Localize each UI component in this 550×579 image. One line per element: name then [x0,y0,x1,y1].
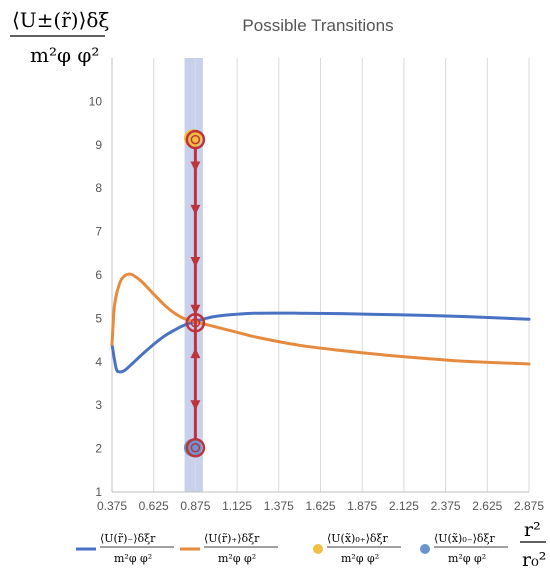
legend-item: ⟨U(x̃)₀₊⟩δξr m²φ φ² [313,532,401,565]
highlight-band [184,58,203,492]
y-axis-label-numerator: ⟨U±(r̃)⟩δξ [12,8,109,32]
x-tick-labels: 0.375 0.625 0.875 1.125 1.375 1.625 1.875 2.125… [97,499,544,513]
x-tick-label: 0.625 [139,499,169,513]
legend-label-denominator: m²φ φ² [341,552,379,565]
y-tick-label: 2 [95,442,102,456]
x-tick-label: 0.375 [97,499,127,513]
y-tick-label: 10 [89,94,103,108]
axes [111,58,529,493]
y-tick-label: 4 [95,355,102,369]
y-tick-label: 6 [95,268,102,282]
legend-label-numerator: ⟨U(x̃)₀₊⟩δξr [327,532,389,545]
x-tick-label: 2.875 [514,499,544,513]
x-axis-label-denominator: r₀² [522,549,546,571]
x-tick-label: 1.375 [264,499,294,513]
transition-path [190,139,201,448]
legend-label-denominator: m²φ φ² [218,552,256,565]
x-tick-label: 2.625 [472,499,502,513]
legend-label-numerator: ⟨U(r̃)₋⟩δξr [100,532,156,545]
transition-circle-inner [190,134,201,145]
transition-circle [185,312,206,333]
legend-swatch [420,544,430,554]
x-axis-label: r² r₀² [520,519,546,571]
grid-lines [153,58,530,492]
chart-title: Possible Transitions [242,16,393,35]
legend-item: ⟨U(r̃)₋⟩δξr m²φ φ² [76,532,174,565]
legend-label-denominator: m²φ φ² [114,552,152,565]
x-tick-label: 2.125 [389,499,419,513]
y-tick-label: 8 [95,181,102,195]
legend-label-numerator: ⟨U(x̃)₀₋⟩δξr [434,532,496,545]
y-tick-labels: 1 2 3 4 5 6 7 8 9 10 [89,94,103,499]
series-lines [110,272,531,374]
transition-circle [185,129,206,150]
y-axis-label: ⟨U±(r̃)⟩δξ m²φ φ² [10,8,109,67]
x-tick-label: 1.125 [222,499,252,513]
legend-item: ⟨U(r̃)₊⟩δξr m²φ φ² [180,532,278,565]
legend-item: ⟨U(x̃)₀₋⟩δξr m²φ φ² [420,532,508,565]
y-tick-label: 7 [95,225,102,239]
x-tick-label: 0.875 [180,499,210,513]
transition-arrow-down [190,400,201,411]
y-tick-label: 3 [95,398,102,412]
legend-label-numerator: ⟨U(r̃)₊⟩δξr [204,532,260,545]
transition-arrow-up [190,348,201,359]
series-line-plus [110,272,531,366]
transition-arrow-down [190,256,201,267]
y-tick-label: 1 [95,485,102,499]
y-axis-label-denominator: m²φ φ² [30,43,99,67]
y-tick-label: 5 [95,311,102,325]
y-tick-label: 9 [95,138,102,152]
transition-circle [185,437,206,458]
legend-label-denominator: m²φ φ² [448,552,486,565]
transition-arrow-down [190,304,201,315]
x-tick-label: 1.875 [347,499,377,513]
transition-arrow-down [190,161,201,172]
data-points [183,129,206,458]
x-axis-label-numerator: r² [524,519,541,541]
x-tick-label: 2.375 [431,499,461,513]
transition-arrow-down [190,204,201,215]
transition-circle-inner [190,442,201,453]
transition-circle-inner [190,317,201,328]
legend-swatch [313,544,323,554]
x-tick-label: 1.625 [305,499,335,513]
band-rect [184,58,203,492]
